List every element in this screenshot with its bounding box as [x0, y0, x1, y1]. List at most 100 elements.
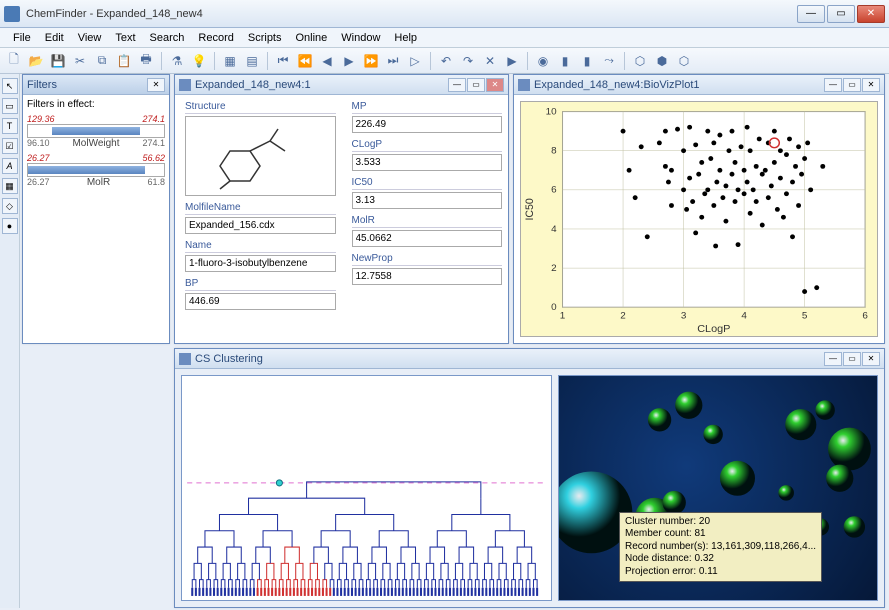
cancel-button[interactable]: ✕: [480, 51, 500, 71]
filter-slider-molweight[interactable]: 129.36274.1 96.10MolWeight274.1: [27, 114, 165, 149]
flask-button[interactable]: ⚗: [167, 51, 187, 71]
hex3-button[interactable]: ⬡: [674, 51, 694, 71]
step-button[interactable]: ⤳: [599, 51, 619, 71]
menu-help[interactable]: Help: [387, 30, 424, 46]
field-name[interactable]: [185, 255, 336, 272]
menu-search[interactable]: Search: [143, 30, 192, 46]
field-label-bp: BP: [185, 278, 336, 291]
filters-title: Filters: [27, 79, 147, 91]
menu-record[interactable]: Record: [191, 30, 240, 46]
open-button[interactable]: 📂: [26, 51, 46, 71]
svg-text:CLogP: CLogP: [697, 323, 730, 335]
cut-button[interactable]: ✂: [70, 51, 90, 71]
undo-button[interactable]: ↶: [436, 51, 456, 71]
paste-button[interactable]: 📋: [114, 51, 134, 71]
menu-online[interactable]: Online: [289, 30, 335, 46]
table-button[interactable]: ▦: [220, 51, 240, 71]
light-button[interactable]: 💡: [189, 51, 209, 71]
menu-file[interactable]: File: [6, 30, 38, 46]
field-mp[interactable]: [352, 116, 503, 133]
field-label-ic50: IC50: [352, 177, 503, 190]
copy-button[interactable]: ⧉: [92, 51, 112, 71]
field-newprop[interactable]: [352, 268, 503, 285]
field-label-newprop: NewProp: [352, 253, 503, 266]
cluster-minimize-button[interactable]: —: [824, 352, 842, 366]
svg-text:10: 10: [546, 107, 558, 118]
field-clogp[interactable]: [352, 154, 503, 171]
cluster-close-button[interactable]: ✕: [862, 352, 880, 366]
dendrogram[interactable]: [181, 375, 552, 601]
select-tool[interactable]: ▭: [2, 98, 18, 114]
cluster-title: CS Clustering: [195, 353, 824, 365]
last-button[interactable]: ⏭: [383, 51, 403, 71]
menu-window[interactable]: Window: [334, 30, 387, 46]
next-stop-button[interactable]: ⏩: [361, 51, 381, 71]
field-label-mp: MP: [352, 101, 503, 114]
svg-text:0: 0: [551, 302, 557, 313]
run-button[interactable]: ▶: [502, 51, 522, 71]
filters-close-icon[interactable]: ✕: [147, 78, 165, 92]
menu-view[interactable]: View: [71, 30, 109, 46]
font-tool[interactable]: A: [2, 158, 18, 174]
grid-tool[interactable]: ▦: [2, 178, 18, 194]
minimize-button[interactable]: —: [797, 5, 825, 23]
first-button[interactable]: ⏮: [273, 51, 293, 71]
stop2-button[interactable]: ▮: [577, 51, 597, 71]
svg-text:3: 3: [681, 311, 687, 322]
menu-text[interactable]: Text: [108, 30, 142, 46]
structure-box[interactable]: [185, 116, 336, 196]
form-close-button[interactable]: ✕: [486, 78, 504, 92]
form-maximize-button[interactable]: ▭: [467, 78, 485, 92]
field-molfilename[interactable]: [185, 217, 336, 234]
hex1-button[interactable]: ⬡: [630, 51, 650, 71]
svg-text:5: 5: [802, 311, 808, 322]
titlebar: ChemFinder - Expanded_148_new4 — ▭ ✕: [0, 0, 889, 28]
field-ic50[interactable]: [352, 192, 503, 209]
cluster-maximize-button[interactable]: ▭: [843, 352, 861, 366]
prev-stop-button[interactable]: ⏪: [295, 51, 315, 71]
struct-tool[interactable]: ◇: [2, 198, 18, 214]
cluster-3d-view[interactable]: Cluster number: 20Member count: 81Record…: [558, 375, 878, 601]
menu-scripts[interactable]: Scripts: [241, 30, 289, 46]
play-button[interactable]: ▷: [405, 51, 425, 71]
scatter-icon: [518, 79, 530, 91]
filter-slider-molr[interactable]: 26.2756.62 26.27MolR61.8: [27, 153, 165, 188]
check-tool[interactable]: ☑: [2, 138, 18, 154]
form-panel: Expanded_148_new4:1 — ▭ ✕ StructureMolfi…: [174, 74, 509, 344]
maximize-button[interactable]: ▭: [827, 5, 855, 23]
record-button[interactable]: ◉: [533, 51, 553, 71]
menu-edit[interactable]: Edit: [38, 30, 71, 46]
svg-text:2: 2: [620, 311, 626, 322]
hex2-button[interactable]: ⬢: [652, 51, 672, 71]
field-molr[interactable]: [352, 230, 503, 247]
sheet-button[interactable]: ▤: [242, 51, 262, 71]
svg-text:2: 2: [551, 263, 557, 274]
new-button[interactable]: 🗋: [4, 51, 24, 71]
stop1-button[interactable]: ▮: [555, 51, 575, 71]
scatter-plot[interactable]: 1234560246810CLogPIC50: [520, 101, 878, 337]
field-label-clogp: CLogP: [352, 139, 503, 152]
svg-text:6: 6: [862, 311, 868, 322]
scatter-panel: Expanded_148_new4:BioVizPlot1 — ▭ ✕ 1234…: [513, 74, 885, 344]
scatter-maximize-button[interactable]: ▭: [843, 78, 861, 92]
cluster-icon: [179, 353, 191, 365]
close-button[interactable]: ✕: [857, 5, 885, 23]
field-label-molfilename: MolfileName: [185, 202, 336, 215]
window-title: ChemFinder - Expanded_148_new4: [26, 8, 797, 20]
field-label-molr: MolR: [352, 215, 503, 228]
form-minimize-button[interactable]: —: [448, 78, 466, 92]
save-button[interactable]: 💾: [48, 51, 68, 71]
pointer-tool[interactable]: ↖: [2, 78, 18, 94]
scatter-close-button[interactable]: ✕: [862, 78, 880, 92]
next-button[interactable]: ▶: [339, 51, 359, 71]
tool-palette: ↖ ▭ T ☑ A ▦ ◇ ●: [0, 74, 20, 608]
prev-button[interactable]: ◀: [317, 51, 337, 71]
print-button[interactable]: 🖶: [136, 51, 156, 71]
scatter-minimize-button[interactable]: —: [824, 78, 842, 92]
text-tool[interactable]: T: [2, 118, 18, 134]
field-bp[interactable]: [185, 293, 336, 310]
record-tool[interactable]: ●: [2, 218, 18, 234]
form-title: Expanded_148_new4:1: [195, 79, 448, 91]
scatter-title: Expanded_148_new4:BioVizPlot1: [534, 79, 824, 91]
redo-button[interactable]: ↷: [458, 51, 478, 71]
